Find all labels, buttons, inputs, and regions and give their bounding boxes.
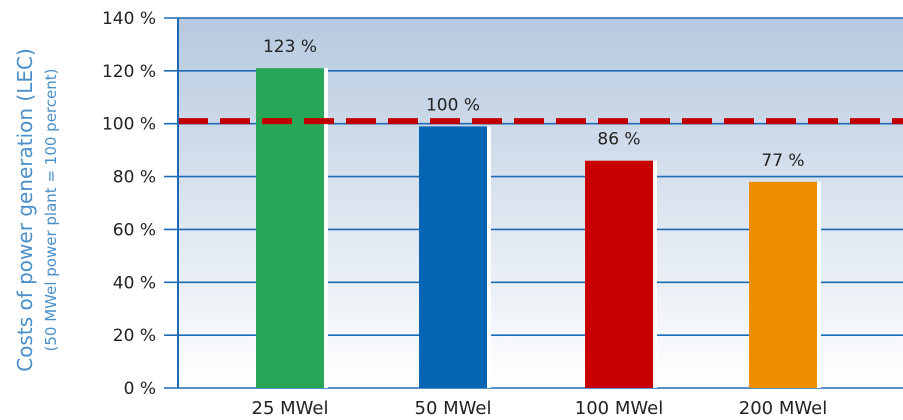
bar	[256, 68, 324, 388]
x-category-label: 50 MWel	[415, 398, 492, 419]
bar-highlight	[324, 68, 328, 388]
y-axis-tick-labels: 0 % 20 % 40 % 60 % 80 % 100 % 120 % 140 %	[102, 9, 156, 399]
y-tick-label: 0 %	[124, 379, 156, 399]
y-tick-label: 20 %	[113, 326, 156, 346]
y-tick-label: 40 %	[113, 273, 156, 293]
bar-data-label: 123 %	[263, 37, 317, 57]
y-tick-label: 60 %	[113, 220, 156, 240]
y-tick-label: 100 %	[102, 115, 156, 135]
bar	[585, 160, 653, 388]
y-tick-label: 80 %	[113, 168, 156, 188]
bar-highlight	[653, 160, 657, 388]
y-axis-subtitle: (50 MWel power plant = 100 percent)	[42, 69, 60, 352]
bar-highlight	[817, 181, 821, 388]
bar-data-labels: 123 % 100 % 86 % 77 %	[263, 37, 805, 171]
bar-data-label: 100 %	[426, 95, 480, 115]
x-category-label: 200 MWel	[739, 398, 827, 419]
x-category-label: 100 MWel	[575, 398, 663, 419]
bar	[749, 181, 817, 388]
y-axis-title: Costs of power generation (LEC)	[13, 48, 37, 372]
y-tick-label: 140 %	[102, 9, 156, 29]
bar-data-label: 77 %	[761, 151, 804, 171]
x-axis-category-labels: 25 MWel 50 MWel 100 MWel 200 MWel	[252, 398, 828, 419]
bar	[419, 126, 487, 388]
x-category-label: 25 MWel	[252, 398, 329, 419]
y-tick-label: 120 %	[102, 62, 156, 82]
bar-highlight	[487, 126, 491, 388]
bar-data-label: 86 %	[597, 130, 640, 150]
